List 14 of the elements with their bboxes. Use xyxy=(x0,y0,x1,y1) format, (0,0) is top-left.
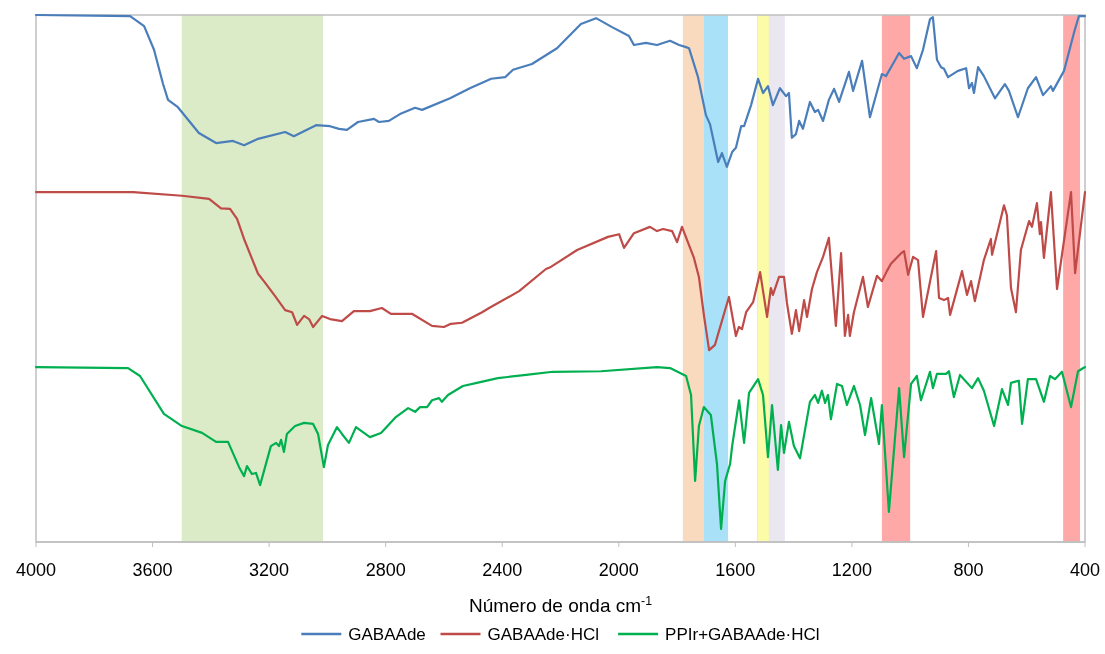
legend-label: GABAAde·HCl xyxy=(487,625,599,644)
x-tick-label: 2000 xyxy=(598,560,639,580)
x-tick-label: 2800 xyxy=(365,560,406,580)
x-tick-label: 3200 xyxy=(249,560,290,580)
x-tick-label: 3600 xyxy=(132,560,173,580)
legend-label: GABAAde xyxy=(348,625,426,644)
x-tick-label: 2400 xyxy=(482,560,523,580)
x-tick-label: 800 xyxy=(953,560,984,580)
x-tick-label: 4000 xyxy=(15,560,57,580)
x-axis-title: Número de onda cm$^{-1}$ xyxy=(468,594,653,616)
x-tick-label: 1200 xyxy=(831,560,872,580)
legend-label: PPIr+GABAAde·HCl xyxy=(665,625,820,644)
x-tick-label: 400 xyxy=(1069,560,1101,580)
x-tick-label: 1600 xyxy=(715,560,756,580)
